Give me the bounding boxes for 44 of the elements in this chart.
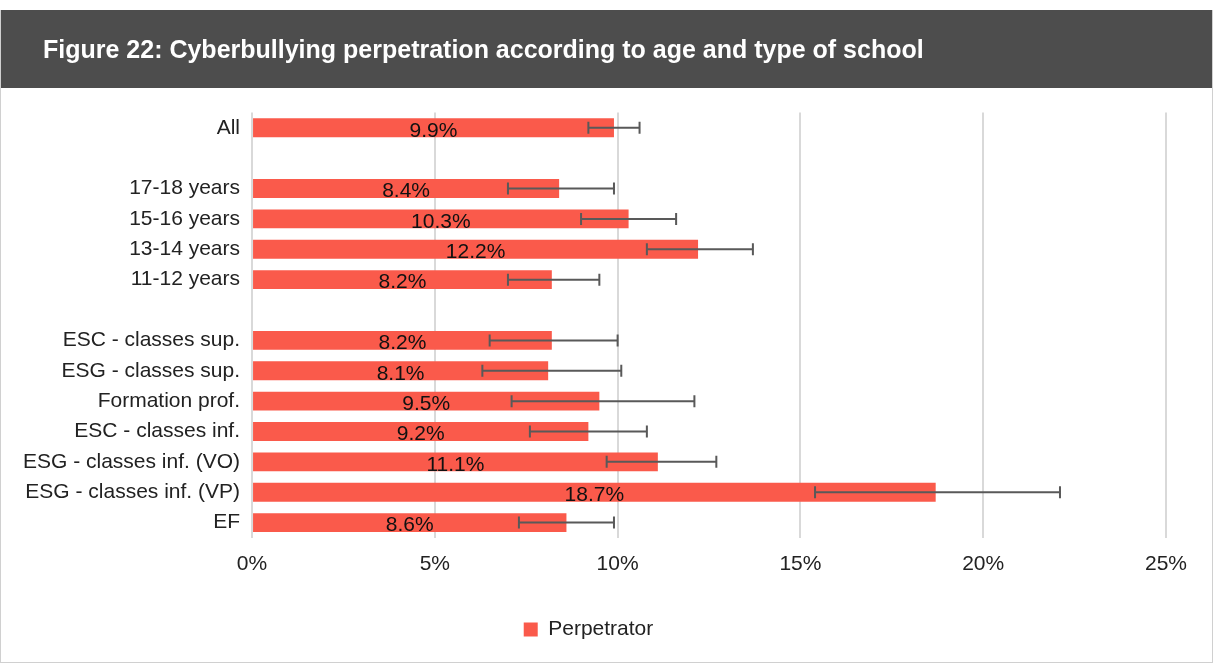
bar [253,330,552,350]
legend-label: Perpetrator [548,616,654,640]
data-label: 9.9% [409,117,458,141]
y-tick-label: 13-14 years [129,236,241,260]
data-label: 8.1% [376,360,425,384]
data-label: 18.7% [564,482,625,506]
x-tick-label: 25% [1144,551,1188,575]
bar [253,422,589,441]
y-tick-label: EF [213,509,241,533]
y-tick-label: 17-18 years [129,175,241,199]
y-tick-label: ESG - classes inf. (VO) [23,448,241,472]
chart-title: Figure 22: Cyberbullying perpetration according to age and type of school [1,10,1212,88]
data-label: 8.2% [378,330,427,354]
data-label: 9.2% [396,421,445,445]
y-tick-label: 11-12 years [130,266,241,290]
x-tick-label: 20% [962,551,1005,575]
bar [253,118,614,138]
bar [253,209,629,229]
data-label: 11.1% [426,451,485,475]
bar [253,513,567,533]
y-tick-label: All [216,114,241,138]
data-label: 8.6% [385,512,434,536]
y-tick-label: 15-16 years [129,205,241,229]
x-tick-label: 15% [779,551,822,575]
data-label: 8.2% [378,269,427,293]
bar [253,452,658,472]
x-tick-label: 10% [596,551,639,575]
data-label: 10.3% [411,208,471,232]
x-tick-label: 0% [236,551,268,575]
data-label: 8.4% [382,178,431,202]
x-tick-label: 5% [419,551,451,575]
bar [253,270,552,290]
y-tick-label: ESG - classes sup. [61,357,241,381]
bar [253,361,549,381]
bar [253,482,936,502]
data-label: 9.5% [402,390,451,414]
bar [253,391,600,411]
y-tick-label: ESC - classes sup. [62,327,241,351]
y-tick-label: ESG - classes inf. (VP) [25,479,241,503]
data-label: 12.2% [445,239,506,263]
y-tick-label: Formation prof. [97,387,241,411]
y-tick-label: ESC - classes inf. [74,418,241,442]
bar [253,239,699,259]
bar [253,179,560,198]
